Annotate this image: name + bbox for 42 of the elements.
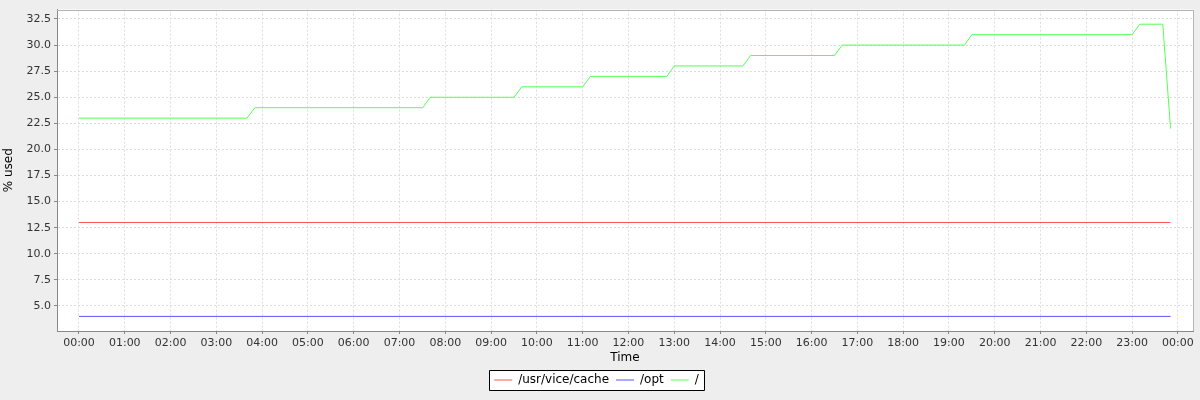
y-axis-title: % used xyxy=(1,148,16,193)
y-tick-label: 17.5 xyxy=(26,168,51,182)
y-tick-label: 25.0 xyxy=(26,90,51,104)
y-tick-label: 22.5 xyxy=(26,116,51,130)
x-tick-label: 19:00 xyxy=(933,336,965,350)
x-tick-label: 06:00 xyxy=(337,336,370,350)
x-tick-label: 16:00 xyxy=(795,336,828,350)
x-tick-label: 17:00 xyxy=(841,336,874,350)
x-tick-label: 01:00 xyxy=(108,336,141,350)
y-tick-label: 7.5 xyxy=(33,272,51,286)
x-tick-label: 22:00 xyxy=(1070,336,1103,350)
y-tick-label: 20.0 xyxy=(26,142,51,156)
x-tick-label: 15:00 xyxy=(749,336,782,350)
x-tick-label: 23:00 xyxy=(1116,336,1148,350)
y-tick-label: 12.5 xyxy=(26,220,51,234)
x-tick-label: 02:00 xyxy=(154,336,187,350)
x-tick-label: 05:00 xyxy=(292,336,324,350)
x-tick-label: 21:00 xyxy=(1024,336,1057,350)
legend-label: /usr/vice/cache xyxy=(518,372,610,387)
x-tick-label: 10:00 xyxy=(521,336,553,350)
y-tick-label: 30.0 xyxy=(26,37,51,51)
x-tick-label: 14:00 xyxy=(704,336,736,350)
x-axis-title: Time xyxy=(609,349,640,364)
x-tick-label: 12:00 xyxy=(612,336,645,350)
x-tick-label: 00:00 xyxy=(63,336,95,350)
x-tick-label: 11:00 xyxy=(566,336,599,350)
x-tick-label: 08:00 xyxy=(429,336,462,350)
x-tick-label: 20:00 xyxy=(978,336,1011,350)
x-tick-label: 07:00 xyxy=(383,336,416,350)
legend-label: / xyxy=(694,372,700,387)
y-tick-label: 27.5 xyxy=(26,64,51,78)
legend-label: /opt xyxy=(640,372,665,387)
x-tick-label: 00:00 xyxy=(1162,336,1194,350)
y-tick-label: 5.0 xyxy=(33,298,51,312)
x-tick-label: 18:00 xyxy=(887,336,920,350)
y-tick-label: 10.0 xyxy=(26,246,51,260)
x-tick-label: 13:00 xyxy=(658,336,691,350)
x-tick-label: 04:00 xyxy=(246,336,278,350)
x-tick-label: 03:00 xyxy=(200,336,233,350)
x-tick-label: 09:00 xyxy=(475,336,507,350)
y-tick-label: 15.0 xyxy=(26,194,51,208)
y-tick-label: 32.5 xyxy=(26,11,51,25)
